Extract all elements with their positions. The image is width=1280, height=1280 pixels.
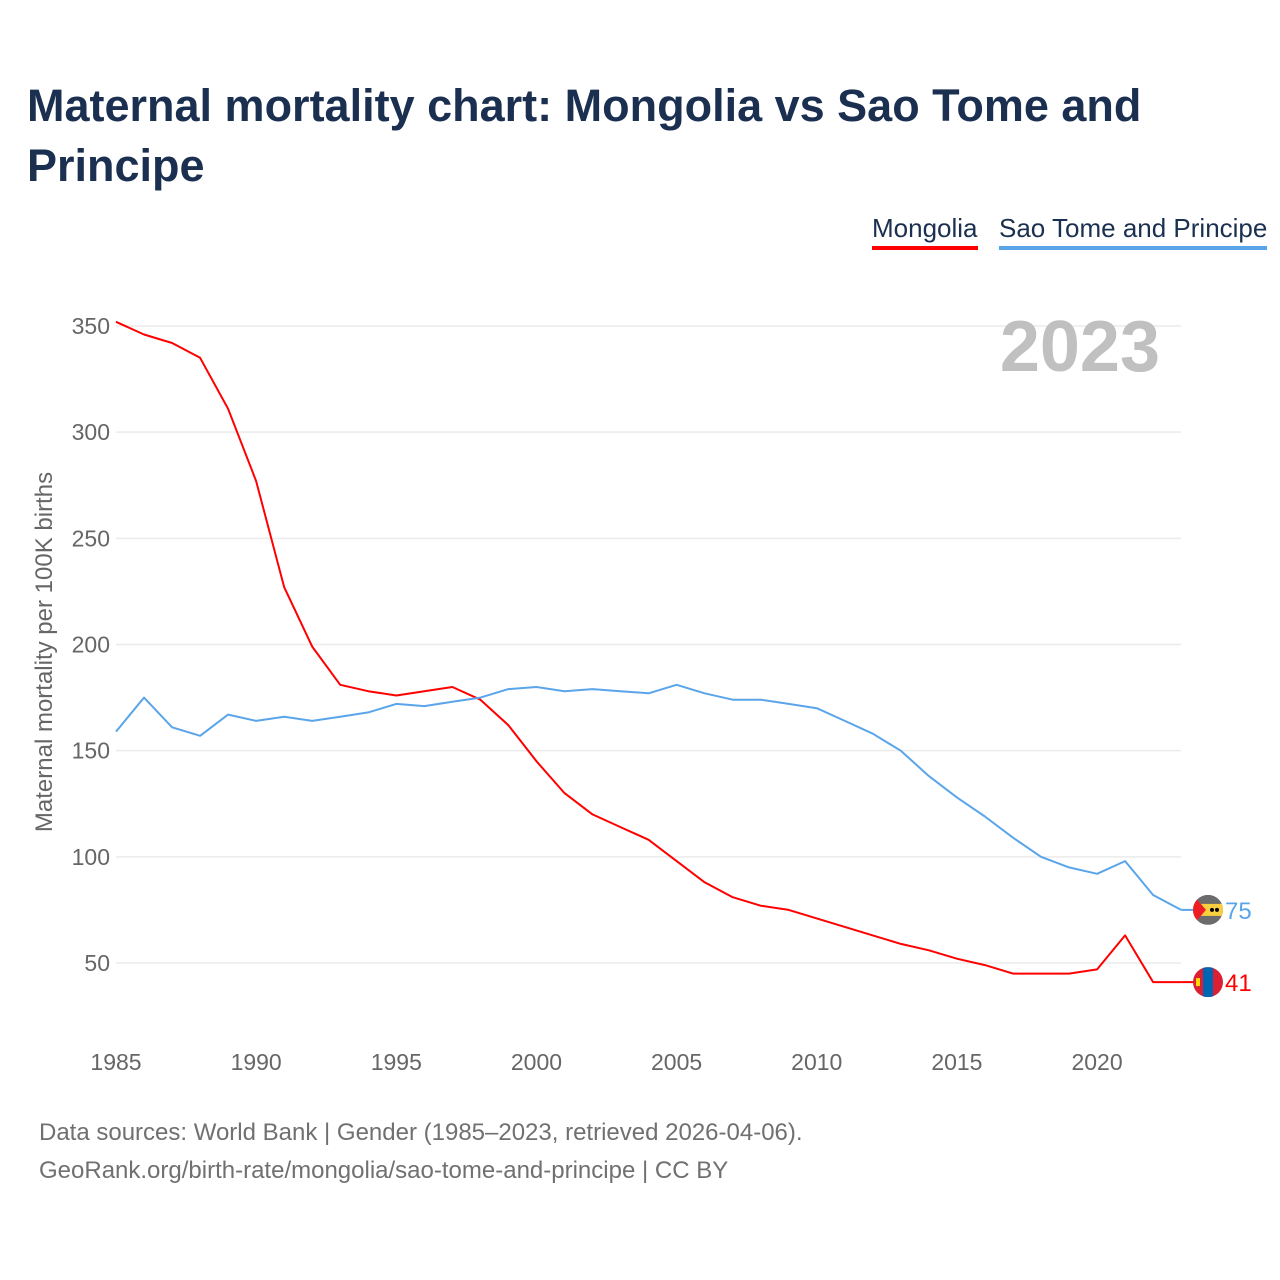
y-tick-label: 350 xyxy=(72,313,110,339)
y-tick-label: 200 xyxy=(72,631,110,657)
legend-sao-tome[interactable]: Sao Tome and Principe xyxy=(999,213,1268,250)
x-tick-label: 2000 xyxy=(511,1049,562,1075)
series-line-sao-tome xyxy=(115,683,1182,911)
chart-title: Maternal mortality chart: Mongolia vs Sa… xyxy=(27,80,1142,191)
end-value-label: 41 xyxy=(1225,970,1252,997)
legend-mongolia[interactable]: Mongolia xyxy=(872,213,978,250)
series-line-mongolia xyxy=(115,320,1182,984)
x-tick-label: 2015 xyxy=(931,1049,982,1075)
x-tick-label: 1995 xyxy=(371,1049,422,1075)
y-tick-label: 50 xyxy=(84,950,110,976)
y-tick-label: 100 xyxy=(72,844,110,870)
x-tick-label: 1990 xyxy=(231,1049,282,1075)
x-tick-label: 2005 xyxy=(651,1049,702,1075)
y-axis-label: Maternal mortality per 100K births xyxy=(31,472,58,832)
sao-tome-flag-icon xyxy=(1193,894,1223,925)
x-tick-label: 2010 xyxy=(791,1049,842,1075)
mongolia-flag-icon xyxy=(1193,967,1223,998)
y-tick-label: 300 xyxy=(72,419,110,445)
y-tick-label: 150 xyxy=(72,738,110,764)
source-line-1: Data sources: World Bank | Gender (1985–… xyxy=(39,1119,803,1146)
x-tick-label: 1985 xyxy=(90,1049,141,1075)
year-watermark: 2023 xyxy=(1000,307,1160,387)
y-tick-label: 250 xyxy=(72,525,110,551)
x-tick-label: 2020 xyxy=(1071,1049,1122,1075)
end-value-label: 75 xyxy=(1225,898,1252,925)
line-chart: 50 100 150 200 250 300 350 1985 1990 1995 2000 2005… xyxy=(31,307,1252,1075)
source-line-2[interactable]: GeoRank.org/birth-rate/mongolia/sao-tome… xyxy=(39,1157,729,1184)
